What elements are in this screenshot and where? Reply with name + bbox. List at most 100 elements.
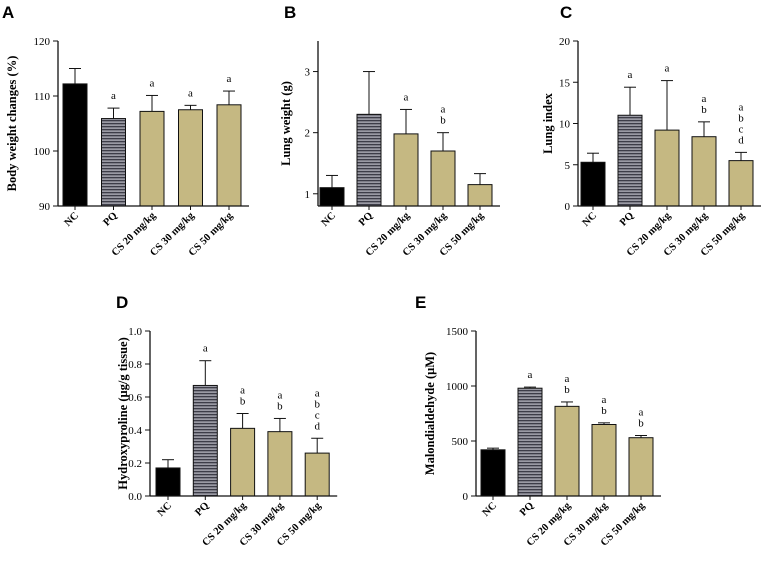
y-tick-label: 0.8 (128, 359, 142, 371)
bar-pq (517, 387, 543, 497)
bar-cs-50-mg-kg (467, 184, 493, 207)
significance-letter: a (665, 63, 670, 75)
y-tick-label: 5 (565, 160, 571, 172)
bar-cs-30-mg-kg (178, 109, 203, 207)
y-tick-label: 0.6 (128, 392, 142, 404)
significance-letter: a (315, 387, 320, 399)
y-tick-label: 0 (463, 491, 469, 503)
bar-cs-20-mg-kg (654, 129, 680, 207)
significance-letter: a (111, 90, 116, 102)
y-axis-label: Lung index (541, 92, 555, 154)
y-tick-label: 1500 (446, 326, 469, 338)
bar-cs-50-mg-kg (304, 452, 330, 497)
y-tick-label: 0.0 (128, 491, 142, 503)
bar-nc (319, 187, 345, 207)
significance-letter: b (314, 398, 320, 410)
panel-letter: C (560, 3, 572, 22)
bar-cs-50-mg-kg (728, 160, 754, 207)
significance-letter: a (240, 385, 245, 397)
category-label: NC (320, 210, 339, 229)
y-tick-label: 0.4 (128, 425, 142, 437)
category-label: NC (63, 210, 82, 229)
y-tick-label: 15 (559, 77, 571, 89)
significance-letter: a (150, 77, 155, 89)
significance-letter: a (441, 104, 446, 116)
significance-letter: a (203, 343, 208, 355)
bar-pq (192, 384, 218, 497)
significance-letter: b (701, 104, 707, 116)
bar-cs-20-mg-kg (139, 110, 165, 207)
y-tick-label: 0.2 (128, 458, 142, 470)
bar-cs-50-mg-kg (216, 104, 242, 207)
significance-letter: a (639, 407, 644, 419)
significance-letter: a (602, 394, 607, 406)
y-tick-label: 2 (305, 128, 311, 140)
significance-letter: b (440, 115, 446, 127)
significance-letter: a (565, 373, 570, 385)
y-tick-label: 1 (305, 189, 311, 201)
category-label: PQ (357, 210, 375, 228)
y-tick-label: 0 (565, 201, 571, 213)
category-label: PQ (518, 500, 536, 518)
y-tick-label: 10 (559, 119, 571, 131)
significance-letter: a (628, 69, 633, 81)
y-tick-label: 120 (34, 36, 51, 48)
significance-letter: a (227, 73, 232, 85)
bar-cs-30-mg-kg (430, 150, 456, 207)
y-tick-label: 1000 (446, 381, 469, 393)
category-label: PQ (102, 210, 120, 228)
panel-letter: E (415, 293, 426, 312)
significance-letter: d (314, 420, 320, 432)
bar-cs-20-mg-kg (554, 405, 580, 497)
y-axis-label: Malondialdehyde (μM) (423, 352, 437, 475)
panel-letter: D (116, 293, 128, 312)
significance-letter: a (702, 93, 707, 105)
significance-letter: a (528, 369, 533, 381)
category-label: NC (156, 500, 175, 519)
significance-letter: b (564, 384, 570, 396)
bar-cs-50-mg-kg (628, 437, 654, 497)
category-label: PQ (618, 210, 636, 228)
panel-letter: A (2, 3, 14, 22)
bar-nc (580, 161, 606, 207)
category-label: NC (481, 500, 500, 519)
significance-letter: a (188, 87, 193, 99)
category-label: NC (581, 210, 600, 229)
bar-pq (101, 118, 126, 207)
bar-pq (356, 113, 382, 207)
significance-letter: a (404, 91, 409, 103)
bar-nc (62, 83, 88, 207)
y-axis-label: Lung weight (g) (279, 81, 293, 166)
y-tick-label: 1.0 (128, 326, 142, 338)
y-tick-label: 110 (34, 91, 51, 103)
bar-pq (617, 114, 643, 207)
y-tick-label: 90 (39, 201, 51, 213)
bar-cs-30-mg-kg (691, 136, 717, 207)
significance-letter: b (738, 112, 744, 124)
y-tick-label: 100 (34, 146, 51, 158)
panel-letter: B (284, 3, 296, 22)
significance-letter: b (240, 396, 246, 408)
bar-cs-20-mg-kg (230, 427, 256, 497)
significance-letter: a (739, 101, 744, 113)
y-axis-label: Body weight changes (%) (5, 56, 19, 192)
bar-nc (155, 467, 181, 497)
significance-letter: a (277, 389, 282, 401)
significance-letter: c (315, 409, 320, 421)
y-tick-label: 3 (305, 67, 311, 79)
bar-cs-30-mg-kg (591, 424, 617, 497)
bar-cs-20-mg-kg (393, 133, 419, 207)
y-tick-label: 500 (452, 436, 469, 448)
significance-letter: b (277, 400, 283, 412)
bar-nc (480, 449, 506, 497)
significance-letter: d (738, 134, 744, 146)
significance-letter: c (739, 123, 744, 135)
significance-letter: b (601, 405, 607, 417)
category-label: PQ (193, 500, 211, 518)
significance-letter: b (638, 418, 644, 430)
